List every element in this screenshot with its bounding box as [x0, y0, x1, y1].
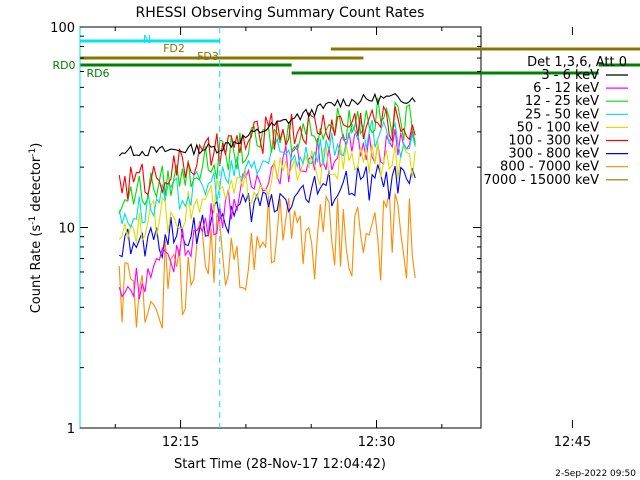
- legend-title: Det 1,3,6, Att 0: [527, 55, 627, 70]
- plot-area: [79, 26, 482, 429]
- y-tick-label: 10: [58, 222, 75, 237]
- legend-label: 25 - 50 keV: [525, 107, 599, 122]
- series-line: [118, 119, 416, 229]
- footer-date: 2-Sep-2022 09:50: [555, 469, 636, 479]
- series-line: [118, 104, 416, 200]
- mode-bars: N FD2 FD3 RD0 RD6: [52, 33, 640, 80]
- y-tick-label: 1: [67, 422, 75, 437]
- x-tick-label: 12:15: [162, 435, 199, 450]
- mode-bar-label: FD2: [163, 42, 185, 55]
- legend-label: 800 - 7000 keV: [500, 160, 599, 175]
- legend-label: 7000 - 15000 keV: [484, 173, 600, 188]
- x-axis-title: Start Time (28-Nov-17 12:04:42): [174, 457, 386, 472]
- legend-label: 3 - 6 keV: [541, 68, 599, 83]
- series-line: [118, 164, 416, 260]
- chart-title: RHESSI Observing Summary Count Rates: [136, 5, 425, 21]
- mode-bar-label: N: [143, 33, 151, 46]
- series-line: [118, 128, 416, 300]
- series-line: [118, 92, 416, 157]
- mode-bar-label: FD3: [197, 50, 219, 63]
- legend-label: 6 - 12 keV: [533, 81, 599, 96]
- y-axis-title: Count Rate (s-1 detector-1): [28, 143, 44, 314]
- series-line: [118, 141, 416, 244]
- mode-bar-label: RD6: [86, 67, 109, 80]
- legend-label: 50 - 100 keV: [517, 120, 600, 135]
- mode-bar-label: RD0: [52, 59, 75, 72]
- x-tick-label: 12:30: [358, 435, 395, 450]
- y-tick-label: 100: [50, 21, 75, 36]
- legend-label: 100 - 300 keV: [508, 134, 599, 149]
- legend-label: 300 - 800 keV: [508, 147, 599, 162]
- series-line: [118, 191, 416, 329]
- plot-frame: [79, 26, 482, 429]
- legend-label: 12 - 25 keV: [525, 94, 599, 109]
- series-layer: [118, 92, 416, 329]
- x-tick-label: 12:45: [554, 435, 591, 450]
